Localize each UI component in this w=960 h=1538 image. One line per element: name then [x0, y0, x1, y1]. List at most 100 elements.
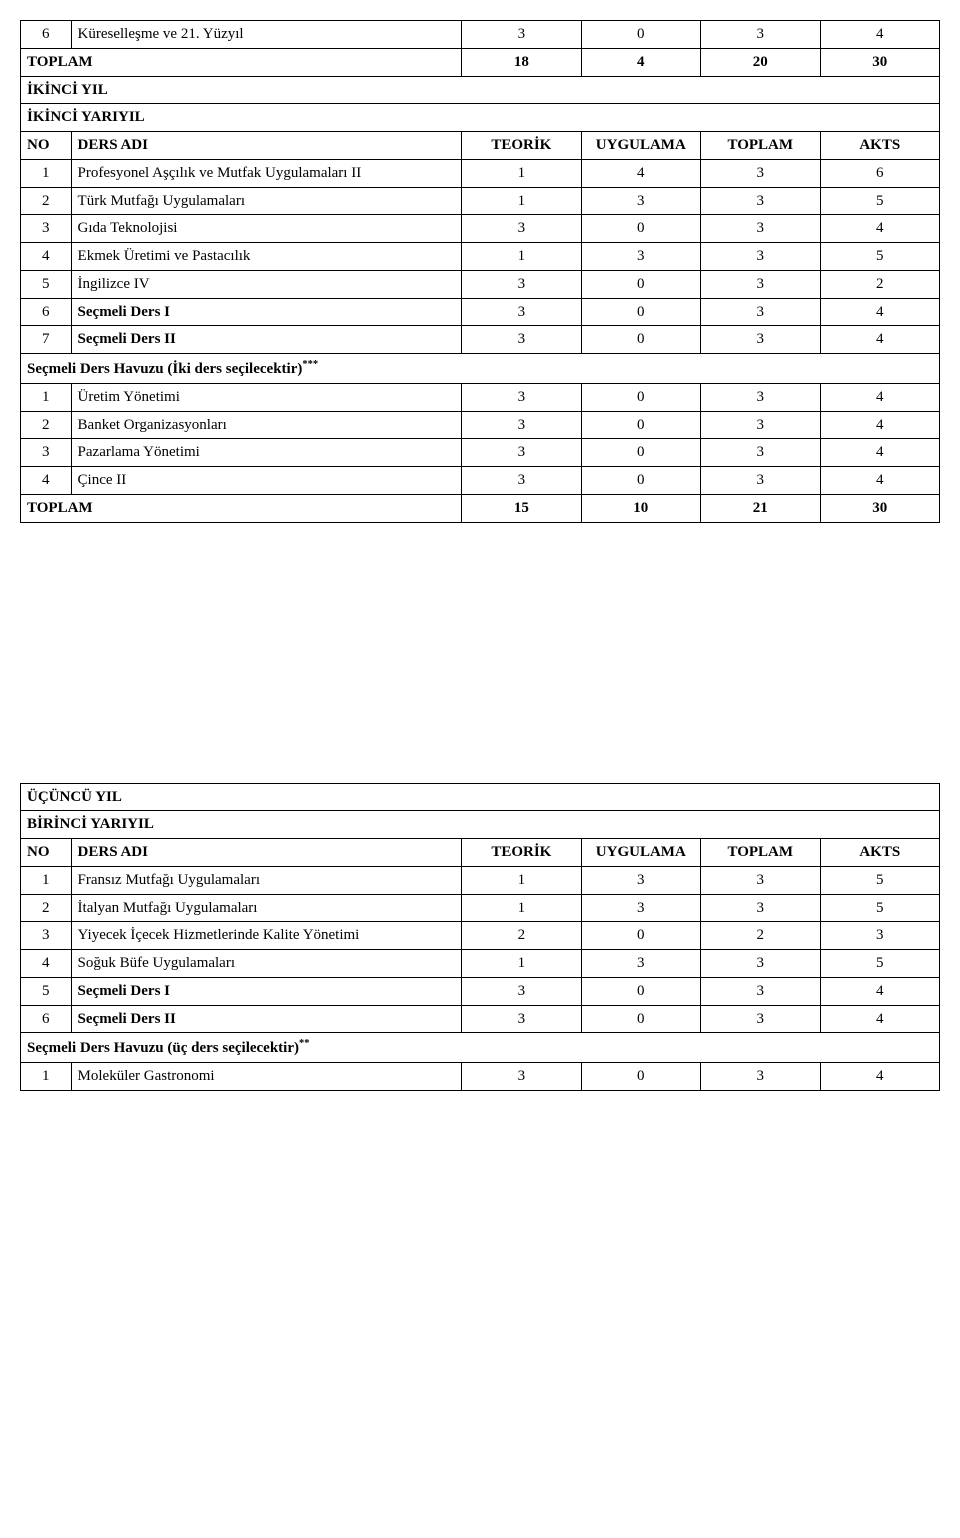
- row-no: 5: [21, 977, 72, 1005]
- uygulama-cell: 0: [581, 439, 700, 467]
- teorik-cell: 3: [462, 439, 581, 467]
- row-no: 2: [21, 411, 72, 439]
- teorik-cell: 3: [462, 977, 581, 1005]
- toplam-cell: 3: [701, 977, 820, 1005]
- total-toplam: 20: [701, 48, 820, 76]
- row-no: 1: [21, 383, 72, 411]
- curriculum-table-1: 6 Küreselleşme ve 21. Yüzyıl 3 0 3 4 TOP…: [20, 20, 940, 523]
- uygulama-cell: 3: [581, 187, 700, 215]
- col-no: NO: [21, 839, 72, 867]
- uygulama-cell: 3: [581, 243, 700, 271]
- col-name: DERS ADI: [71, 132, 462, 160]
- total-row: TOPLAM 18 4 20 30: [21, 48, 940, 76]
- teorik-cell: 1: [462, 243, 581, 271]
- teorik-cell: 3: [462, 21, 581, 49]
- table-row: 2 Türk Mutfağı Uygulamaları 1 3 3 5: [21, 187, 940, 215]
- teorik-cell: 2: [462, 922, 581, 950]
- total-toplam: 21: [701, 494, 820, 522]
- toplam-cell: 3: [701, 439, 820, 467]
- teorik-cell: 3: [462, 298, 581, 326]
- uygulama-cell: 3: [581, 866, 700, 894]
- total-row: TOPLAM 15 10 21 30: [21, 494, 940, 522]
- akts-cell: 4: [820, 383, 940, 411]
- teorik-cell: 3: [462, 215, 581, 243]
- table-row: 3 Gıda Teknolojisi 3 0 3 4: [21, 215, 940, 243]
- toplam-cell: 3: [701, 159, 820, 187]
- toplam-cell: 3: [701, 467, 820, 495]
- total-akts: 30: [820, 48, 940, 76]
- course-name: Seçmeli Ders II: [71, 1005, 462, 1033]
- col-uygulama: UYGULAMA: [581, 132, 700, 160]
- col-teorik: TEORİK: [462, 839, 581, 867]
- course-name: Seçmeli Ders I: [71, 298, 462, 326]
- akts-cell: 4: [820, 1005, 940, 1033]
- table-row: 3 Yiyecek İçecek Hizmetlerinde Kalite Yö…: [21, 922, 940, 950]
- course-name: Banket Organizasyonları: [71, 411, 462, 439]
- pool-heading-row: Seçmeli Ders Havuzu (üç ders seçilecekti…: [21, 1033, 940, 1063]
- table-row: 1 Moleküler Gastronomi 3 0 3 4: [21, 1063, 940, 1091]
- course-name: Pazarlama Yönetimi: [71, 439, 462, 467]
- uygulama-cell: 0: [581, 383, 700, 411]
- uygulama-cell: 4: [581, 159, 700, 187]
- toplam-cell: 3: [701, 383, 820, 411]
- row-no: 2: [21, 894, 72, 922]
- toplam-cell: 3: [701, 243, 820, 271]
- column-header-row: NO DERS ADI TEORİK UYGULAMA TOPLAM AKTS: [21, 132, 940, 160]
- akts-cell: 4: [820, 215, 940, 243]
- uygulama-cell: 0: [581, 298, 700, 326]
- course-name: Türk Mutfağı Uygulamaları: [71, 187, 462, 215]
- section-heading-row: İKİNCİ YIL: [21, 76, 940, 104]
- row-no: 3: [21, 439, 72, 467]
- pool-heading-text: Seçmeli Ders Havuzu (İki ders seçilecekt…: [27, 361, 302, 377]
- row-no: 1: [21, 1063, 72, 1091]
- table-row: 1 Profesyonel Aşçılık ve Mutfak Uygulama…: [21, 159, 940, 187]
- section-subheading-row: İKİNCİ YARIYIL: [21, 104, 940, 132]
- total-uygulama: 4: [581, 48, 700, 76]
- course-name: İngilizce IV: [71, 270, 462, 298]
- toplam-cell: 3: [701, 187, 820, 215]
- teorik-cell: 3: [462, 411, 581, 439]
- section-subheading: BİRİNCİ YARIYIL: [21, 811, 940, 839]
- col-akts: AKTS: [820, 839, 940, 867]
- akts-cell: 4: [820, 1063, 940, 1091]
- course-name: Küreselleşme ve 21. Yüzyıl: [71, 21, 462, 49]
- teorik-cell: 3: [462, 1063, 581, 1091]
- layout-spacer: [20, 523, 940, 783]
- uygulama-cell: 3: [581, 950, 700, 978]
- uygulama-cell: 0: [581, 270, 700, 298]
- total-label: TOPLAM: [21, 48, 462, 76]
- table-row: 5 Seçmeli Ders I 3 0 3 4: [21, 977, 940, 1005]
- row-no: 4: [21, 950, 72, 978]
- pool-heading-sup: **: [299, 1038, 310, 1049]
- pool-heading: Seçmeli Ders Havuzu (İki ders seçilecekt…: [21, 354, 940, 384]
- akts-cell: 5: [820, 243, 940, 271]
- teorik-cell: 3: [462, 270, 581, 298]
- toplam-cell: 3: [701, 1005, 820, 1033]
- teorik-cell: 1: [462, 159, 581, 187]
- table-row: 4 Ekmek Üretimi ve Pastacılık 1 3 3 5: [21, 243, 940, 271]
- col-name: DERS ADI: [71, 839, 462, 867]
- row-no: 4: [21, 467, 72, 495]
- table-row: 4 Soğuk Büfe Uygulamaları 1 3 3 5: [21, 950, 940, 978]
- course-name: Seçmeli Ders I: [71, 977, 462, 1005]
- course-name: Fransız Mutfağı Uygulamaları: [71, 866, 462, 894]
- toplam-cell: 3: [701, 21, 820, 49]
- toplam-cell: 3: [701, 298, 820, 326]
- akts-cell: 5: [820, 950, 940, 978]
- table-row: 1 Fransız Mutfağı Uygulamaları 1 3 3 5: [21, 866, 940, 894]
- course-name: Gıda Teknolojisi: [71, 215, 462, 243]
- course-name: Seçmeli Ders II: [71, 326, 462, 354]
- uygulama-cell: 0: [581, 977, 700, 1005]
- akts-cell: 6: [820, 159, 940, 187]
- row-no: 3: [21, 922, 72, 950]
- teorik-cell: 3: [462, 467, 581, 495]
- section-heading-row: ÜÇÜNCÜ YIL: [21, 783, 940, 811]
- section-subheading-row: BİRİNCİ YARIYIL: [21, 811, 940, 839]
- table-row: 3 Pazarlama Yönetimi 3 0 3 4: [21, 439, 940, 467]
- col-teorik: TEORİK: [462, 132, 581, 160]
- uygulama-cell: 0: [581, 326, 700, 354]
- section-heading: ÜÇÜNCÜ YIL: [21, 783, 940, 811]
- pool-heading-row: Seçmeli Ders Havuzu (İki ders seçilecekt…: [21, 354, 940, 384]
- table-row: 6 Seçmeli Ders I 3 0 3 4: [21, 298, 940, 326]
- pool-heading-sup: ***: [302, 359, 318, 370]
